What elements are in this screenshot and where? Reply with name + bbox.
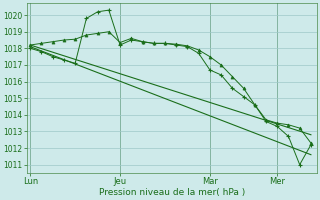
X-axis label: Pression niveau de la mer( hPa ): Pression niveau de la mer( hPa ) (99, 188, 245, 197)
